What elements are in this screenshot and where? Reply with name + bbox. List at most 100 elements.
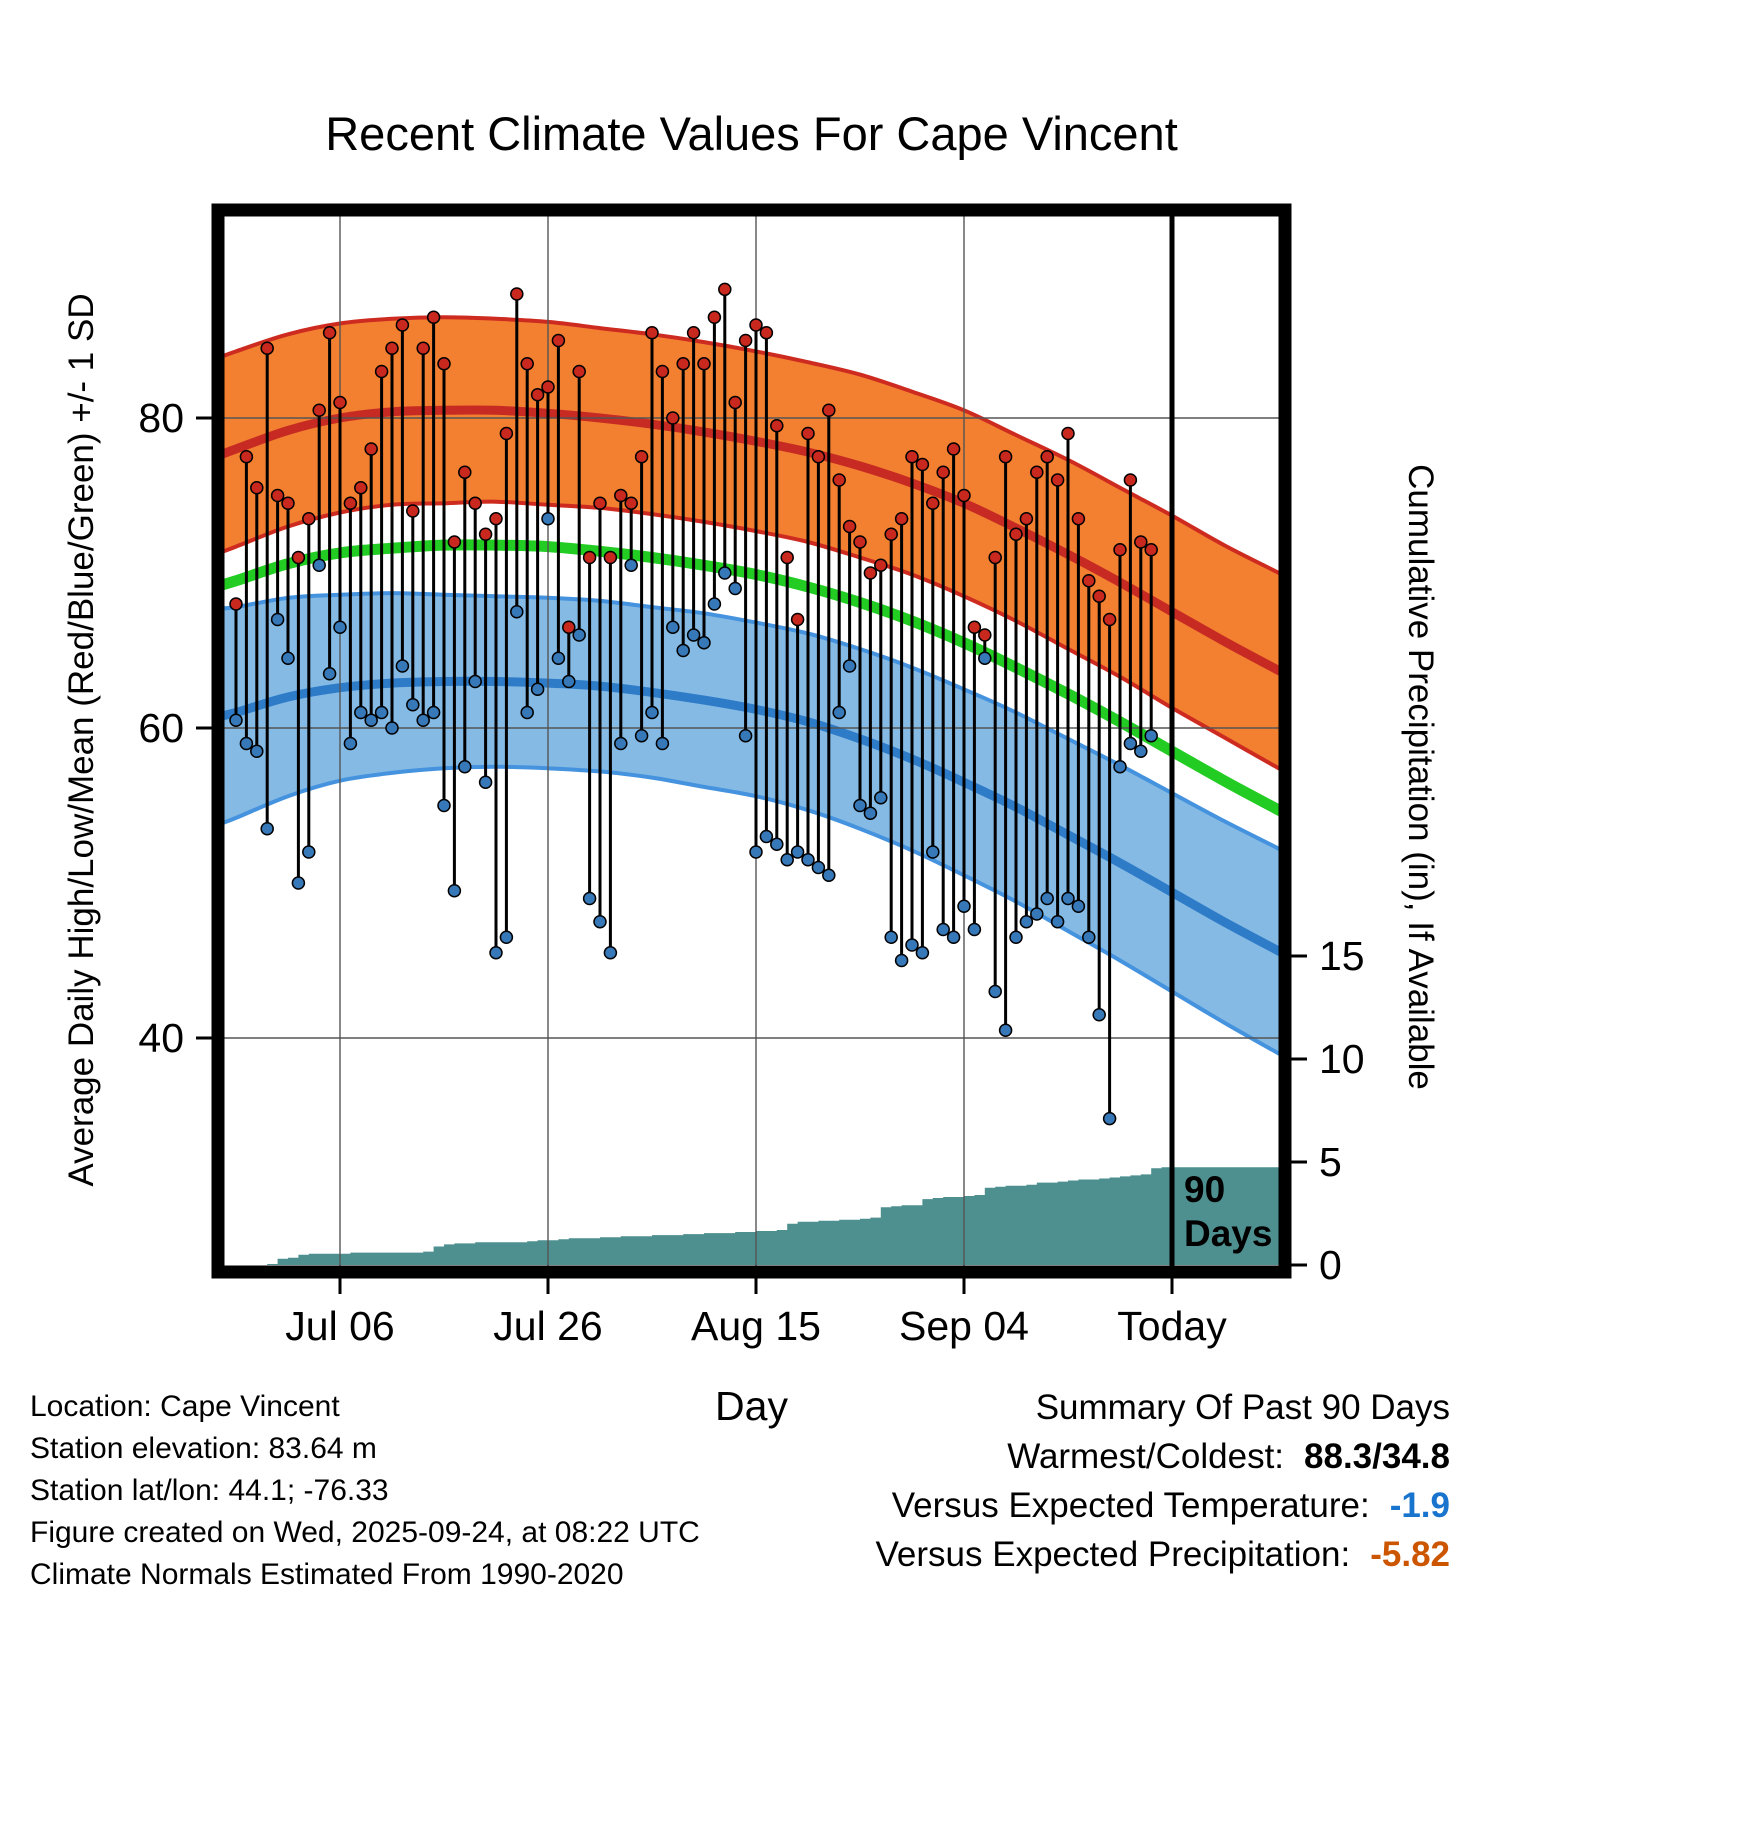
daily-low-dot	[957, 899, 971, 913]
daily-high-dot	[728, 395, 742, 410]
daily-high-dot	[978, 628, 992, 642]
daily-high-dot	[1082, 574, 1096, 588]
daily-low-dot	[520, 705, 534, 720]
x-axis-title: Day	[715, 1383, 788, 1429]
daily-low-dot	[738, 729, 753, 743]
daily-low-dot	[697, 636, 711, 650]
daily-low-dot	[790, 845, 805, 859]
temp-tick-label: 80	[138, 395, 184, 441]
station-latlon: Station lat/lon: 44.1; -76.33	[30, 1474, 389, 1507]
summary-vs-temp: Versus Expected Temperature: -1.9	[876, 1481, 1450, 1530]
daily-high-dot	[572, 364, 586, 379]
station-elevation: Station elevation: 83.64 m	[30, 1432, 377, 1465]
daily-high-dot	[343, 496, 358, 510]
daily-low-dot	[572, 628, 586, 642]
daily-low-dot	[884, 930, 898, 944]
daily-low-dot	[593, 915, 607, 929]
daily-high-dot	[884, 527, 898, 541]
daily-high-dot	[863, 566, 878, 580]
daily-low-dot	[718, 566, 732, 580]
daily-high-dot	[988, 550, 1002, 565]
daily-high-dot	[364, 442, 378, 456]
daily-low-dot	[239, 736, 254, 751]
daily-high-dot	[229, 597, 243, 611]
daily-high-dot	[520, 357, 534, 371]
daily-high-dot	[260, 341, 274, 355]
daily-low-dot	[988, 984, 1002, 999]
daily-high-dot	[1102, 612, 1117, 627]
daily-low-dot	[1019, 915, 1034, 929]
daily-high-dot	[406, 504, 420, 518]
daily-low-dot	[624, 558, 638, 572]
daily-low-dot	[333, 620, 347, 634]
daily-low-dot	[905, 938, 919, 952]
daily-low-dot	[1071, 899, 1086, 913]
daily-low-dot	[582, 891, 597, 906]
daily-high-dot	[603, 550, 618, 565]
daily-high-dot	[426, 310, 441, 324]
x-tick-label: Aug 15	[691, 1303, 821, 1349]
daily-high-dot	[832, 473, 846, 487]
daily-low-dot	[468, 674, 482, 689]
vs-precip-value: -5.82	[1370, 1535, 1450, 1574]
chart-title: Recent Climate Values For Cape Vincent	[325, 107, 1178, 160]
daily-low-dot	[364, 713, 378, 727]
daily-high-dot	[1123, 473, 1138, 487]
daily-high-dot	[676, 357, 690, 371]
daily-low-dot	[478, 775, 493, 789]
daily-low-dot	[780, 853, 794, 867]
daily-low-dot	[894, 953, 909, 968]
daily-high-dot	[551, 333, 566, 348]
daily-low-dot	[686, 628, 701, 642]
normals-source: Climate Normals Estimated From 1990-2020	[30, 1558, 624, 1591]
daily-low-dot	[915, 946, 930, 960]
plot-border	[211, 203, 1292, 1279]
precip-tick-label: 15	[1319, 933, 1365, 979]
precip-area	[224, 1167, 1279, 1265]
daily-low-dot	[978, 651, 992, 665]
daily-low-dot	[1092, 1008, 1106, 1022]
daily-low-dot	[603, 946, 618, 960]
daily-low-dot	[645, 705, 659, 720]
daily-high-dot	[634, 450, 649, 464]
daily-low-dot	[322, 667, 337, 681]
daily-low-dot	[385, 721, 399, 735]
daily-low-dot	[1113, 760, 1127, 774]
daily-high-dot	[915, 457, 930, 472]
daily-low-dot	[530, 682, 545, 696]
daily-low-dot	[447, 884, 462, 898]
daily-low-dot	[343, 736, 358, 751]
daily-low-dot	[250, 744, 264, 758]
daily-high-dot	[1009, 527, 1023, 541]
daily-low-dot	[967, 922, 982, 937]
daily-high-dot	[801, 426, 815, 441]
daily-high-dot	[1030, 465, 1044, 479]
daily-high-dot	[302, 512, 316, 526]
daily-low-dot	[270, 612, 285, 627]
daily-high-dot	[270, 488, 285, 503]
daily-low-dot	[811, 860, 826, 875]
daily-high-dot	[250, 481, 264, 495]
x-tick-label: Today	[1117, 1303, 1227, 1349]
daily-high-dot	[874, 558, 888, 572]
summary-vs-precip: Versus Expected Precipitation: -5.82	[876, 1530, 1451, 1579]
daily-high-dot	[562, 620, 576, 634]
daily-low-dot	[541, 512, 555, 526]
precip-tick-label: 0	[1319, 1242, 1342, 1288]
daily-high-dot	[894, 512, 909, 526]
daily-high-dot	[811, 450, 826, 464]
daily-low-dot	[936, 922, 950, 937]
daily-low-dot	[946, 930, 961, 944]
daily-low-dot	[1061, 891, 1075, 906]
right-axis-title: Cumulative Precipitation (in), If Availa…	[1401, 464, 1440, 1090]
high-band	[224, 317, 1279, 769]
daily-low-dot	[489, 946, 503, 960]
daily-high-dot	[437, 357, 451, 371]
daily-low-dot	[874, 791, 888, 805]
daily-low-dot	[822, 868, 836, 882]
daily-high-dot	[478, 527, 493, 541]
daily-high-dot	[957, 488, 971, 503]
daily-low-dot	[312, 558, 326, 572]
